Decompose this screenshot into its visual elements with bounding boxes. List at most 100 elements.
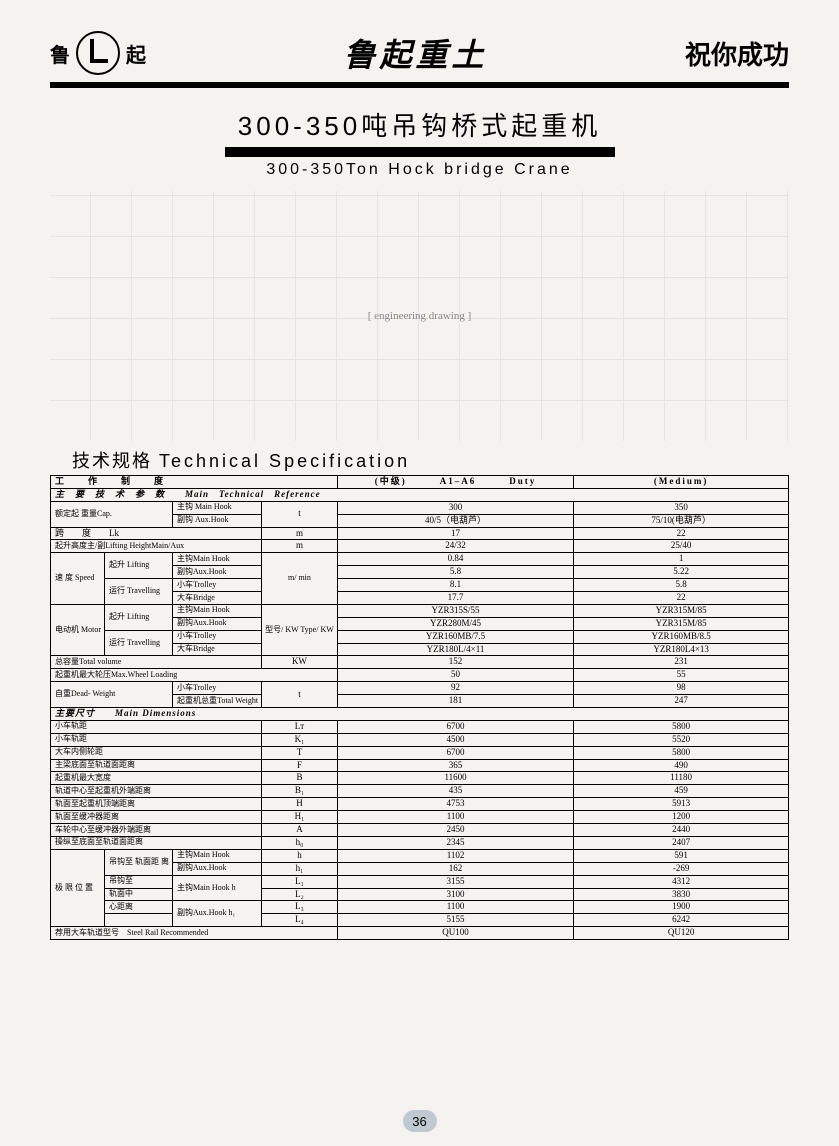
motor-aux-350: YZR315M/85 (574, 617, 789, 630)
logo-block: 鲁 起 (50, 31, 146, 75)
table-row-dim-header: 主要尺寸 Main Dimensions (51, 708, 789, 721)
dim-sym-3: F (262, 759, 338, 772)
dim-sym-1: K₁ (262, 733, 338, 746)
spec-table: 工 作 制 度 (中级) A1–A6 Duty (Medium) 主 要 技 术… (50, 475, 789, 940)
extreme-300-2: 3155 (337, 875, 574, 888)
dim-sym-7: H₁ (262, 811, 338, 824)
dim-300-2: 6700 (337, 746, 574, 759)
cap-aux-350: 75/10(电葫芦） (574, 514, 789, 527)
table-row: 电动机 Motor 起升 Lifting 主钩Main Hook 型号/ KW … (51, 604, 789, 617)
dim-350-0: 5800 (574, 720, 789, 733)
dim-300-9: 2345 (337, 836, 574, 849)
table-row: 操纵至底面至轨道面距离h₀23452407 (51, 836, 789, 849)
dim-350-4: 11180 (574, 772, 789, 785)
title-underline (225, 147, 615, 157)
dead-total-300: 181 (337, 695, 574, 708)
dead-trolley-300: 92 (337, 682, 574, 695)
table-row: 速 度 Speed 起升 Lifting 主钩Main Hook m/ min … (51, 553, 789, 566)
dead-trolley-350: 98 (574, 682, 789, 695)
table-row: 荐用大车轨道型号 Steel Rail Recommended QU100 QU… (51, 927, 789, 940)
motor-bridge-350: YZR180L4×13 (574, 643, 789, 656)
motor-bridge-300: YZR180L/4×11 (337, 643, 574, 656)
span-label: 跨 度 Lk (51, 527, 262, 540)
table-row-ref: 主 要 技 术 参 数 Main Technical Reference (51, 488, 789, 501)
lift-label: 起升高度主/副Lifting HeightMain/Aux (51, 540, 262, 553)
speed-unit: m/ min (262, 553, 338, 605)
extreme-350-4: 1900 (574, 901, 789, 914)
table-row: 主梁底面至轨道面距离F365490 (51, 759, 789, 772)
table-row: 运行 Travelling 小车Trolley 8.1 5.8 (51, 579, 789, 592)
extreme-l2-0: 主钩Main Hook (173, 849, 262, 862)
spec-title-cn: 技术规格 (72, 451, 152, 471)
motor-lifting: 起升 Lifting (105, 604, 173, 630)
lift-350: 25/40 (574, 540, 789, 553)
table-row: 心距离 副钩Aux.Hook h₁ L₃ 1100 1900 (51, 901, 789, 914)
dim-label-7: 轨面至缓冲器距离 (51, 811, 262, 824)
table-row: 大车内侧轮距T67005800 (51, 746, 789, 759)
table-row: 轨道中心至起重机外端距离B₁435459 (51, 785, 789, 798)
table-row-duty: 工 作 制 度 (中级) A1–A6 Duty (Medium) (51, 476, 789, 489)
table-row: 自重Dead- Weight 小车Trolley t 92 98 (51, 682, 789, 695)
extreme-350-3: 3830 (574, 888, 789, 901)
extreme-l1-3: 轨面中 (105, 888, 173, 901)
dim-350-5: 459 (574, 785, 789, 798)
extreme-l1-0: 吊钩至 轨面距 离 (105, 849, 173, 875)
wheel-label: 起重机最大轮压Max.Wheel Loading (51, 669, 338, 682)
extreme-l2-2: 主钩Main Hook h (173, 875, 262, 901)
table-row: 极 限 位 置 吊钩至 轨面距 离 主钩Main Hook h 1102 591 (51, 849, 789, 862)
cap-auxhook: 副钩 Aux.Hook (173, 514, 262, 527)
table-row: 轨面至起重机顶端距离H47535913 (51, 798, 789, 811)
speed-bridge-300: 17.7 (337, 592, 574, 605)
table-row: 运行 Travelling 小车Trolley YZR160MB/7.5 YZR… (51, 630, 789, 643)
motor-unit: 型号/ KW Type/ KW (262, 604, 338, 656)
totvol-350: 231 (574, 656, 789, 669)
span-unit: m (262, 527, 338, 540)
lift-300: 24/32 (337, 540, 574, 553)
extreme-300-3: 3100 (337, 888, 574, 901)
speed-lifting: 起升 Lifting (105, 553, 173, 579)
dim-label-4: 起重机最大宽度 (51, 772, 262, 785)
dim-300-5: 435 (337, 785, 574, 798)
motor-trolley-350: YZR160MB/8.5 (574, 630, 789, 643)
brand-title: 鲁起重土 (343, 30, 487, 76)
extreme-300-0: 1102 (337, 849, 574, 862)
dim-label-5: 轨道中心至起重机外端距离 (51, 785, 262, 798)
table-row: 小车轨距Lт67005800 (51, 720, 789, 733)
table-row: 起重机最大轮压Max.Wheel Loading 50 55 (51, 669, 789, 682)
table-row: 轨面至缓冲器距离H₁11001200 (51, 811, 789, 824)
spec-title-en: Technical Specification (159, 451, 410, 471)
span-300: 17 (337, 527, 574, 540)
dim-label-6: 轨面至起重机顶端距离 (51, 798, 262, 811)
dim-label-1: 小车轨距 (51, 733, 262, 746)
engineering-diagram: [ engineering drawing ] (50, 191, 789, 441)
extreme-sym-1: h₁ (262, 862, 338, 875)
dim-350-2: 5800 (574, 746, 789, 759)
rail-300: QU100 (337, 927, 574, 940)
dim-sym-0: Lт (262, 720, 338, 733)
speed-aux-300: 5.8 (337, 566, 574, 579)
extreme-sym-0: h (262, 849, 338, 862)
logo-left-char: 鲁 (50, 39, 70, 68)
dim-350-7: 1200 (574, 811, 789, 824)
rail-350: QU120 (574, 927, 789, 940)
motor-auxhook: 副钩Aux.Hook (173, 617, 262, 630)
speed-trolley-300: 8.1 (337, 579, 574, 592)
dim-sym-2: T (262, 746, 338, 759)
logo-right-char: 起 (126, 39, 146, 68)
dim-300-7: 1100 (337, 811, 574, 824)
cap-unit: t (262, 501, 338, 527)
table-row: 起重机最大宽度B1160011180 (51, 772, 789, 785)
dim-header: 主要尺寸 Main Dimensions (51, 708, 789, 721)
speed-aux-350: 5.22 (574, 566, 789, 579)
table-row: 车轮中心至缓冲器外端距离A24502440 (51, 824, 789, 837)
extreme-300-4: 1100 (337, 901, 574, 914)
extreme-350-0: 591 (574, 849, 789, 862)
motor-trolley: 小车Trolley (173, 630, 262, 643)
dim-300-0: 6700 (337, 720, 574, 733)
extreme-l1-4: 心距离 (105, 901, 173, 914)
title-cn: 300-350吨吊钩桥式起重机 (50, 106, 789, 143)
speed-trolley: 小车Trolley (173, 579, 262, 592)
dim-sym-9: h₀ (262, 836, 338, 849)
page-number: 36 (403, 1110, 437, 1132)
duty-mid: (中级) A1–A6 Duty (337, 476, 574, 489)
